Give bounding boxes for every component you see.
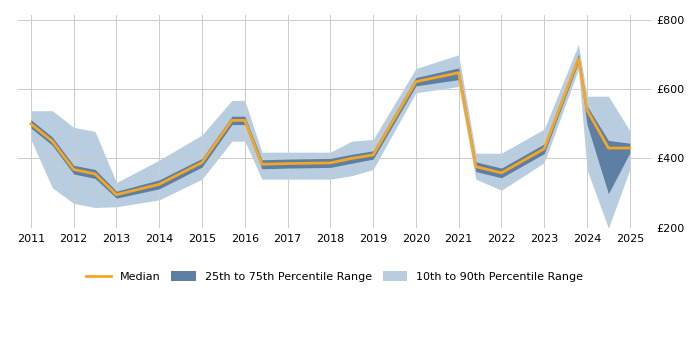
- Legend: Median, 25th to 75th Percentile Range, 10th to 90th Percentile Range: Median, 25th to 75th Percentile Range, 1…: [82, 267, 587, 287]
